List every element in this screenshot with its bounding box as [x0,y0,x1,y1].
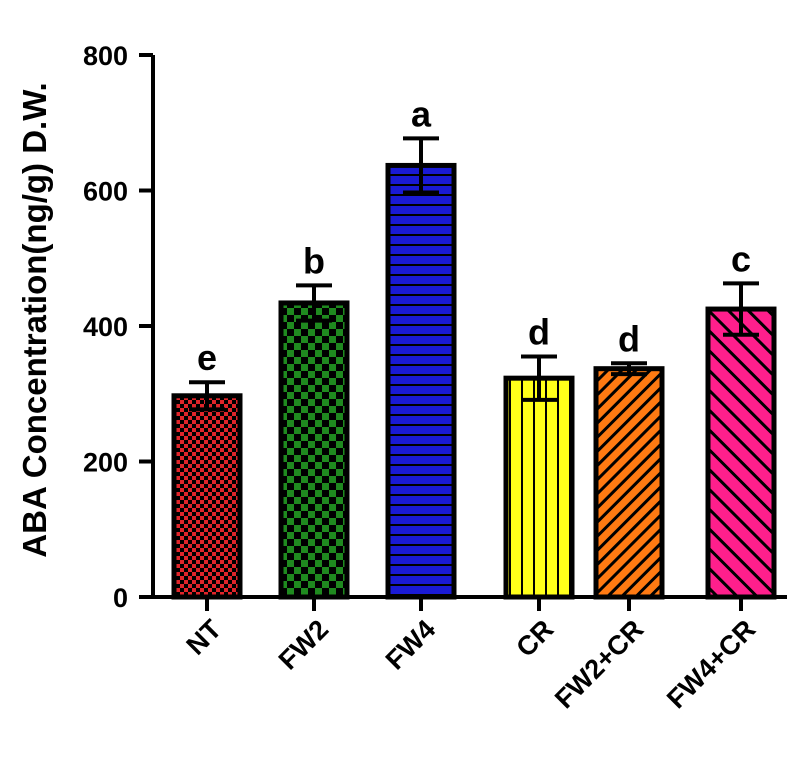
y-tick-label: 400 [83,312,128,342]
bars-group: e b a d d c [171,93,777,600]
significance-label: d [528,311,550,352]
bar-group-fw4-plus-cr: c [705,238,777,600]
y-axis-ticks: 0 200 400 600 800 [83,41,153,613]
bar-group-fw4: a [385,93,457,600]
error-bar [189,380,225,412]
x-tick-label: NT [181,614,228,661]
y-tick-label: 800 [83,41,128,71]
error-bar [403,136,439,195]
bar-group-cr: d [503,311,575,600]
bar [593,366,665,600]
bar [503,375,575,600]
error-bar [521,354,557,402]
bar-group-nt: e [171,337,243,600]
significance-label: e [197,337,217,378]
bar-group-fw2-plus-cr: d [593,318,665,600]
error-bar [296,283,332,323]
error-bar [611,361,647,377]
bar [171,393,243,600]
significance-label: a [411,93,432,134]
x-tick-label: FW4+CR [661,614,761,714]
x-tick-label: FW4 [380,614,442,676]
bar-group-fw2: b [278,240,350,600]
significance-label: c [731,238,751,279]
significance-label: b [303,240,325,281]
x-tick-label: FW2 [273,614,335,676]
bar [705,306,777,600]
y-tick-label: 600 [83,177,128,207]
significance-label: d [618,318,640,359]
y-axis-title: ABA Concentration(ng/g) D.W. [16,82,53,557]
error-bar [723,281,759,337]
x-tick-label: CR [510,614,559,663]
y-tick-label: 200 [83,448,128,478]
x-tick-label: FW2+CR [549,614,649,714]
bar [278,300,350,600]
bar [385,162,457,600]
y-tick-label: 0 [113,583,128,613]
